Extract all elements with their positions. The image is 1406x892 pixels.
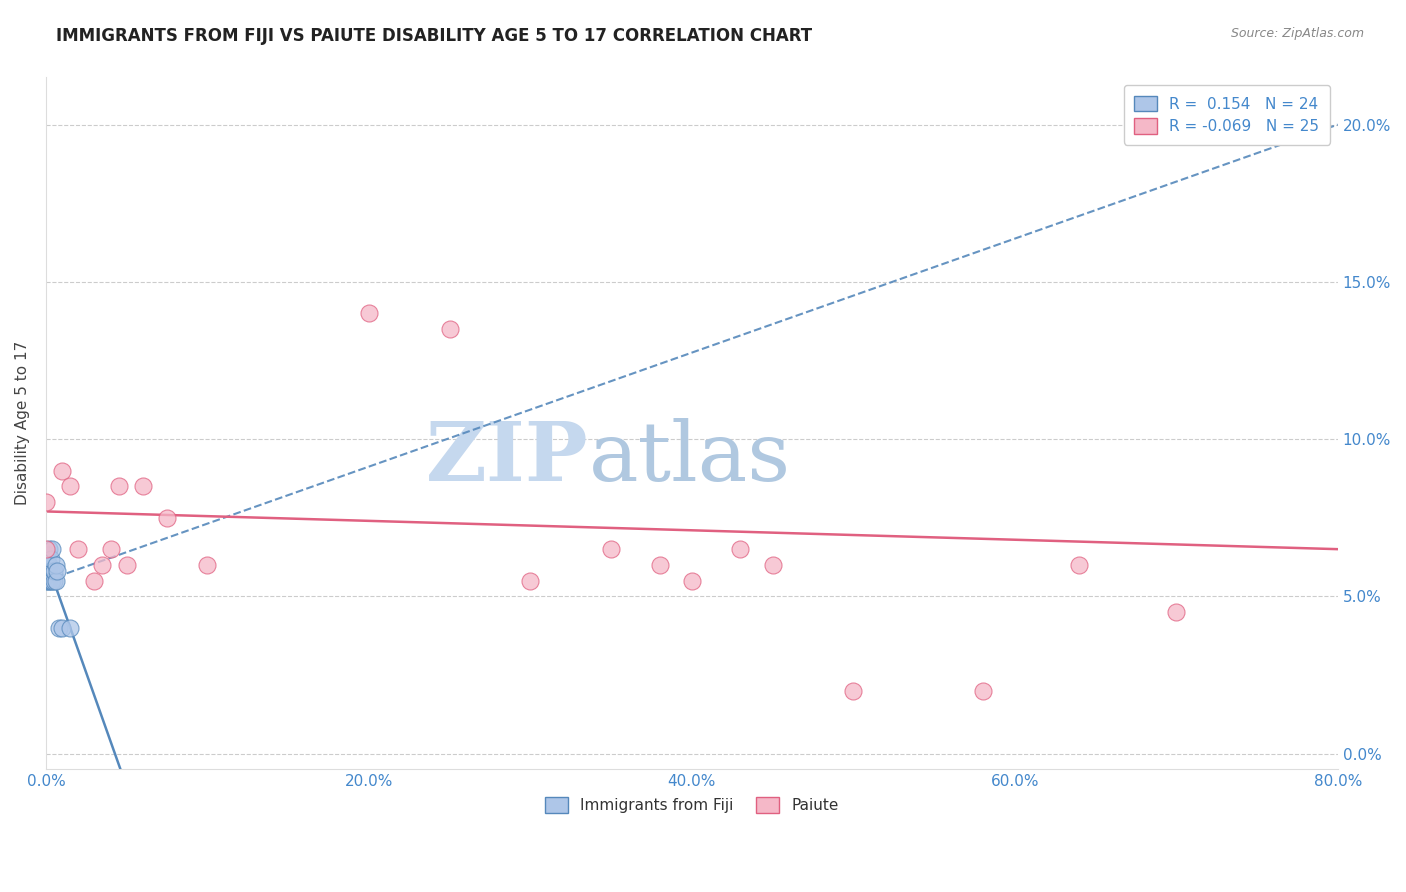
Point (842, 683, 865, 698)
Point (38, 564, 60, 578)
Point (39, 574, 62, 588)
Point (107, 479, 129, 493)
Point (67, 542, 90, 557)
Text: ZIP: ZIP (426, 418, 589, 498)
Point (972, 683, 994, 698)
Point (439, 322, 461, 336)
Point (38, 558, 60, 572)
Point (46, 564, 69, 578)
Point (48, 621, 70, 635)
Point (197, 558, 219, 572)
Point (35, 574, 58, 588)
Point (59, 479, 82, 493)
Text: Source: ZipAtlas.com: Source: ZipAtlas.com (1230, 27, 1364, 40)
Point (51, 621, 73, 635)
Point (37, 558, 59, 572)
Point (41, 574, 63, 588)
Text: atlas: atlas (589, 418, 790, 498)
Point (51, 464, 73, 478)
Point (39, 564, 62, 578)
Point (38, 542, 60, 557)
Legend: Immigrants from Fiji, Paiute: Immigrants from Fiji, Paiute (534, 787, 849, 824)
Point (42, 574, 65, 588)
Point (35, 495, 58, 509)
Point (37, 567, 59, 582)
Point (45, 574, 67, 588)
Point (519, 574, 541, 588)
Point (600, 542, 623, 557)
Point (45, 558, 67, 572)
Point (762, 558, 785, 572)
Point (1069, 558, 1091, 572)
Point (35, 551, 58, 566)
Point (39, 551, 62, 566)
Point (115, 558, 138, 572)
Point (91, 558, 114, 572)
Point (730, 542, 752, 557)
Text: IMMIGRANTS FROM FIJI VS PAIUTE DISABILITY AGE 5 TO 17 CORRELATION CHART: IMMIGRANTS FROM FIJI VS PAIUTE DISABILIT… (56, 27, 813, 45)
Point (41, 542, 63, 557)
Point (35, 558, 58, 572)
Y-axis label: Disability Age 5 to 17: Disability Age 5 to 17 (15, 342, 30, 506)
Point (357, 306, 380, 320)
Point (38, 574, 60, 588)
Point (100, 542, 122, 557)
Point (132, 479, 155, 493)
Point (648, 558, 671, 572)
Point (156, 510, 179, 524)
Point (35, 542, 58, 557)
Point (37, 549, 59, 563)
Point (83, 574, 105, 588)
Point (42, 564, 65, 578)
Point (59, 621, 82, 635)
Point (681, 574, 703, 588)
Point (37, 574, 59, 588)
Point (1166, 605, 1188, 619)
